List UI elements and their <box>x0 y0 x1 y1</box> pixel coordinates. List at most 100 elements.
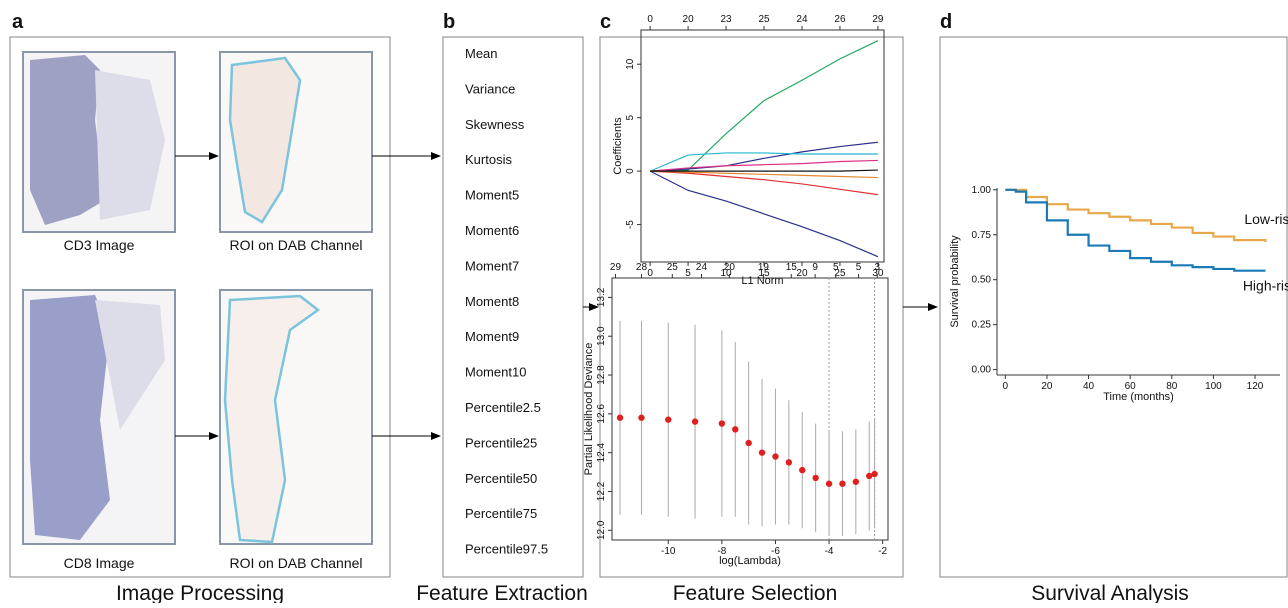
top-tick-label: 3 <box>875 262 881 273</box>
point <box>825 480 833 487</box>
x-tick-label: 10 <box>720 268 732 279</box>
survival-curve <box>1005 188 1267 242</box>
top-tick-label: 19 <box>758 262 770 273</box>
panel-caption: Feature Extraction <box>416 582 588 603</box>
top-tick-label: 23 <box>720 14 732 25</box>
point <box>718 420 726 427</box>
y-tick-label: 0.50 <box>972 275 992 286</box>
feature: Moment7 <box>465 258 519 273</box>
image-label: ROI on DAB Channel <box>229 555 362 571</box>
x-tick-label: -6 <box>771 546 780 557</box>
feature: Moment9 <box>465 329 519 344</box>
y-tick-label: 0.25 <box>972 320 992 331</box>
image-label: ROI on DAB Channel <box>229 237 362 253</box>
top-tick-label: 25 <box>667 262 679 273</box>
x-tick-label: 80 <box>1166 381 1178 392</box>
plot-frame <box>640 29 885 263</box>
x-tick-label: 15 <box>758 268 770 279</box>
legend-label: High-risk <box>1243 278 1288 294</box>
x-tick-label: 60 <box>1125 381 1137 392</box>
point <box>785 459 793 466</box>
y-tick-label: 12.0 <box>596 520 607 540</box>
y-tick-label: -5 <box>625 220 636 229</box>
x-tick-label: 20 <box>796 268 808 279</box>
panel-letter: c <box>600 11 611 33</box>
panel-caption: Feature Selection <box>673 582 838 603</box>
x-tick-label: -10 <box>661 546 676 557</box>
feature: Percentile75 <box>465 506 537 521</box>
image-cd3 <box>22 51 176 233</box>
plot-frame <box>611 277 889 541</box>
feature: Moment6 <box>465 223 519 238</box>
y-tick-label: 0.75 <box>972 230 992 241</box>
top-tick-label: 20 <box>683 14 695 25</box>
feature: Percentile2.5 <box>465 400 541 415</box>
feature: Percentile97.5 <box>465 542 548 557</box>
point <box>745 439 752 447</box>
panel-letter: b <box>443 11 455 33</box>
top-tick-label: 29 <box>872 14 884 25</box>
point <box>758 449 766 456</box>
x-tick-label: 5 <box>685 268 691 279</box>
x-tick-label: 0 <box>1003 381 1009 392</box>
top-tick-label: 9 <box>812 262 818 273</box>
panel-frame <box>9 36 391 578</box>
panel-frame <box>599 36 904 578</box>
y-tick-label: 10 <box>625 58 636 70</box>
top-tick-label: 26 <box>834 14 846 25</box>
series-line <box>650 159 878 172</box>
y-tick-label: 12.2 <box>596 481 607 501</box>
y-tick-label: 13.2 <box>596 287 607 307</box>
series-line <box>650 141 878 172</box>
top-tick-label: 28 <box>636 262 648 273</box>
legend-label: Low-risk <box>1244 211 1288 227</box>
x-tick-label: -4 <box>825 546 834 557</box>
x-tick-label: 0 <box>647 268 653 279</box>
y-axis-label: Partial Likelihood Deviance <box>583 343 595 476</box>
series-line <box>650 169 878 172</box>
point <box>871 470 878 478</box>
feature: Moment8 <box>465 294 519 309</box>
point <box>852 478 860 485</box>
x-axis-label: log(Lambda) <box>719 555 781 567</box>
y-axis-label: Coefficients <box>612 117 624 175</box>
y-tick-label: 0 <box>625 168 636 174</box>
point <box>665 416 672 423</box>
point <box>839 480 846 487</box>
image-roi-cd3 <box>219 51 373 233</box>
image-label: CD8 Image <box>64 555 135 571</box>
feature: Percentile50 <box>465 471 537 486</box>
top-tick-label: 5 <box>856 262 862 273</box>
series-line <box>650 170 878 179</box>
top-tick-label: 15 <box>786 262 798 273</box>
top-tick-label: 29 <box>610 262 622 273</box>
panel-letter: a <box>12 11 24 33</box>
top-tick-label: 20 <box>724 262 736 273</box>
feature: Moment10 <box>465 365 526 380</box>
top-tick-label: 24 <box>696 262 708 273</box>
series-line <box>650 40 879 172</box>
image-roi-cd8 <box>219 289 373 545</box>
y-tick-label: 12.6 <box>596 404 607 424</box>
feature: Skewness <box>465 117 525 132</box>
y-tick-label: 13.0 <box>596 326 607 346</box>
y-tick-label: 12.8 <box>596 365 607 385</box>
y-axis-label: Survival probability <box>949 235 961 328</box>
survival-curve <box>1005 188 1266 272</box>
feature: Moment5 <box>465 188 519 203</box>
panel-caption: Survival Analysis <box>1031 582 1189 603</box>
point <box>691 418 699 425</box>
y-tick-label: 12.4 <box>596 442 607 462</box>
x-tick-label: -8 <box>717 546 726 557</box>
image-cd8 <box>22 289 176 545</box>
series-line <box>649 152 878 172</box>
x-tick-label: -2 <box>878 546 887 557</box>
point <box>772 453 779 460</box>
top-tick-label: 25 <box>758 14 770 25</box>
y-tick-label: 1.00 <box>972 185 992 196</box>
top-tick-label: 5 <box>833 262 839 273</box>
feature-list: Mean Variance Skewness Kurtosis Moment5 Momen… <box>465 46 548 557</box>
point <box>732 426 739 433</box>
